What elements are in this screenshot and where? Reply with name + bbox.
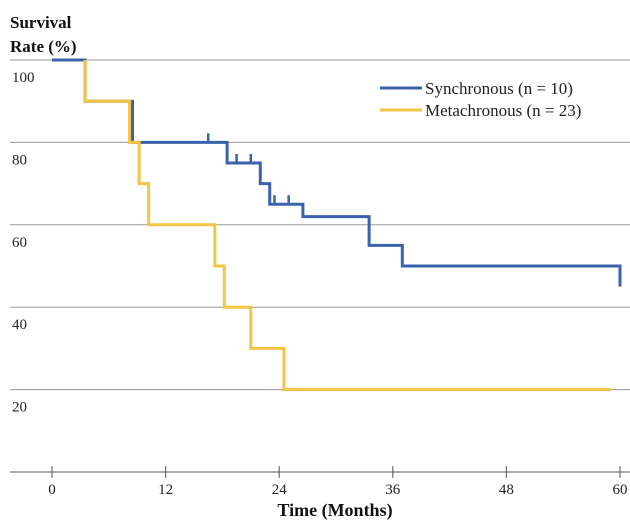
- y-axis-label-line-1: Survival: [10, 13, 72, 32]
- y-axis-label-line-2: Rate (%): [10, 37, 77, 56]
- y-tick-label-40: 40: [12, 317, 27, 333]
- y-tick-label-80: 80: [12, 152, 27, 168]
- series-line-metachronous: [83, 60, 611, 392]
- x-tick-label-36: 36: [385, 482, 401, 498]
- x-tick-label-12: 12: [158, 482, 173, 498]
- x-axis-label: Time (Months): [277, 500, 392, 521]
- series-line-synchronous: [52, 58, 622, 287]
- y-tick-label-20: 20: [12, 400, 27, 416]
- axis-ticks: 20 40 60 80 100 0 12 24 36 48 60: [12, 70, 628, 498]
- legend-label-synchronous: Synchronous (n = 10): [425, 79, 573, 98]
- legend-label-metachronous: Metachronous (n = 23): [425, 101, 581, 120]
- x-tick-label-24: 24: [272, 482, 288, 498]
- y-tick-label-100: 100: [12, 70, 35, 86]
- legend: Synchronous (n = 10) Metachronous (n = 23…: [380, 79, 581, 120]
- x-tick-label-0: 0: [48, 482, 56, 498]
- x-tick-label-60: 60: [613, 482, 628, 498]
- x-tick-label-48: 48: [499, 482, 514, 498]
- series-lines: [52, 58, 622, 392]
- y-tick-label-60: 60: [12, 235, 27, 251]
